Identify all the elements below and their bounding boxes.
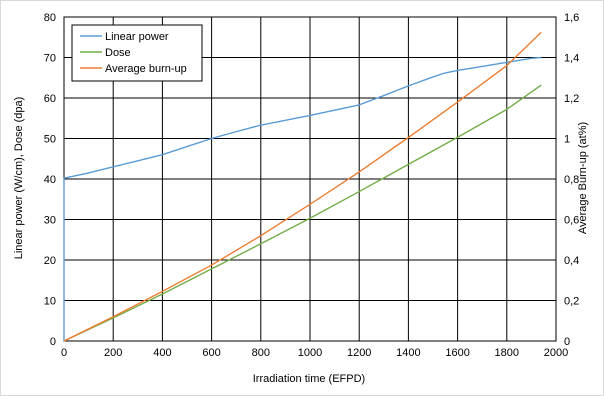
x-tick-label: 800	[252, 347, 270, 359]
y-right-tick-label: 0,2	[564, 296, 579, 308]
legend-label: Linear power	[105, 31, 169, 43]
y-left-tick-label: 20	[44, 255, 56, 267]
y-left-tick-label: 60	[44, 93, 56, 105]
y-left-tick-label: 30	[44, 215, 56, 227]
x-tick-label: 400	[153, 347, 171, 359]
y-right-tick-label: 0,8	[564, 174, 579, 186]
legend-label: Average burn-up	[105, 63, 187, 75]
y-right-tick-label: 1,4	[564, 53, 579, 65]
y-left-tick-label: 50	[44, 134, 56, 146]
legend-box	[71, 24, 203, 82]
y-left-tick-label: 0	[50, 336, 56, 348]
legend: Linear power Dose Average burn-up	[71, 24, 203, 82]
series-line-linear-power	[63, 56, 542, 341]
axes: 0102030405060708000,20,40,60,811,21,41,6…	[44, 12, 580, 359]
y-axis-left-title: Linear power (W/cm), Dose (dpa)	[13, 97, 25, 260]
x-tick-label: 1800	[495, 347, 519, 359]
x-tick-label: 600	[202, 347, 220, 359]
series-line-average-burn-up	[63, 31, 542, 342]
x-tick-label: 1600	[445, 347, 469, 359]
x-axis-title: Irradiation time (EFPD)	[253, 373, 365, 385]
y-right-tick-label: 0,6	[564, 215, 579, 227]
y-axis-right-title: Average Burn-up (at%)	[577, 122, 589, 234]
y-right-tick-label: 1	[564, 134, 570, 146]
y-right-tick-label: 0,4	[564, 255, 579, 267]
y-left-tick-label: 80	[44, 12, 56, 24]
x-tick-label: 1400	[396, 347, 420, 359]
y-right-tick-label: 0	[564, 336, 570, 348]
series-lines	[63, 31, 542, 342]
legend-label: Dose	[105, 47, 131, 59]
x-tick-label: 200	[104, 347, 122, 359]
y-left-tick-label: 40	[44, 174, 56, 186]
series-line-dose	[63, 84, 542, 342]
y-right-tick-label: 1,6	[564, 12, 579, 24]
x-tick-label: 1200	[347, 347, 371, 359]
y-left-tick-label: 10	[44, 296, 56, 308]
y-left-tick-label: 70	[44, 53, 56, 65]
x-tick-label: 2000	[544, 347, 568, 359]
x-tick-label: 0	[61, 347, 67, 359]
x-tick-label: 1000	[298, 347, 322, 359]
y-right-tick-label: 1,2	[564, 93, 579, 105]
